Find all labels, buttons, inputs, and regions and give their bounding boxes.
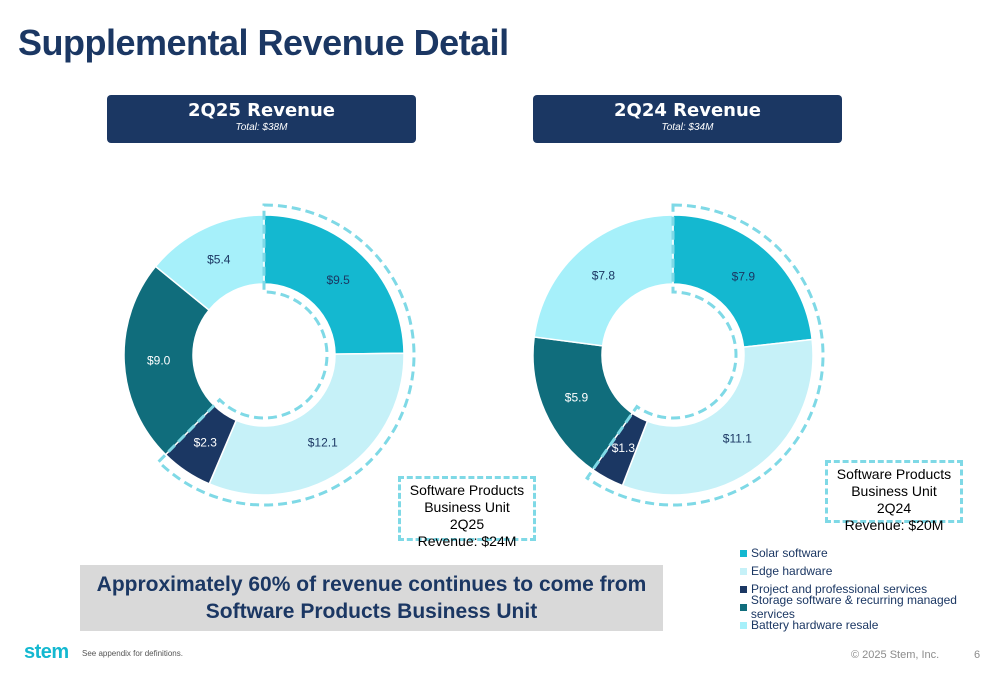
donut-slice-2q24	[533, 214, 674, 347]
callout-2q24-line3: Revenue: $20M	[844, 517, 944, 533]
callout-2q25: Software Products Business Unit 2Q25 Rev…	[398, 476, 536, 549]
footnote: See appendix for definitions.	[82, 649, 183, 658]
donut-label-2q24: $7.8	[592, 269, 616, 283]
donut-label-2q25: $9.0	[147, 354, 171, 368]
chart-subtitle-2q25: Total: $38M	[235, 122, 288, 133]
legend-swatch	[740, 585, 747, 593]
donut-slice-2q25	[208, 352, 405, 496]
banner-line1: Approximately 60% of revenue continues t…	[96, 573, 647, 596]
callout-2q24-line1: Software Products	[836, 466, 952, 482]
legend-label: Solar software	[751, 546, 828, 560]
donut-slice-2q25	[123, 265, 216, 456]
donut-label-2q24: $1.3	[612, 441, 636, 455]
stem-logo: stem	[24, 641, 69, 663]
copyright: © 2025 Stem, Inc.	[851, 649, 940, 661]
legend-item: Edge hardware	[740, 562, 1000, 580]
legend-label: Storage software & recurring managed ser…	[750, 593, 957, 621]
legend-item: Storage software & recurring managed ser…	[740, 593, 1000, 621]
callout-2q25-line1: Software Products	[409, 482, 525, 498]
chart-header-2q25: 2Q25 Revenue Total: $38M	[107, 95, 416, 143]
summary-banner: Approximately 60% of revenue continues t…	[80, 565, 663, 631]
legend-swatch	[740, 549, 747, 557]
chart-title-2q25: 2Q25 Revenue	[188, 100, 335, 121]
donut-slice-2q24	[621, 338, 814, 496]
donut-label-2q25: $2.3	[194, 436, 218, 450]
banner-line2: Software Products Business Unit	[205, 600, 538, 623]
chart-header-2q24: 2Q24 Revenue Total: $34M	[533, 95, 842, 143]
legend-label: Edge hardware	[751, 564, 833, 578]
chart-title-2q24: 2Q24 Revenue	[614, 100, 761, 121]
donut-slice-2q24	[672, 214, 813, 348]
donut-slice-2q25	[263, 214, 405, 355]
chart-subtitle-2q24: Total: $34M	[661, 122, 714, 133]
donut-label-2q24: $5.9	[565, 391, 589, 405]
chart-legend: Solar software Edge hardware Project and p…	[740, 544, 1000, 634]
donut-label-2q24: $11.1	[723, 432, 752, 446]
legend-swatch	[740, 567, 747, 575]
donut-label-2q25: $5.4	[207, 253, 231, 267]
legend-item: Battery hardware resale	[740, 616, 1000, 634]
donut-label-2q25: $12.1	[308, 436, 338, 450]
legend-item: Project and professional services	[740, 580, 1000, 598]
legend-label: Project and professional services	[751, 582, 928, 596]
callout-2q24-line2: Business Unit 2Q24	[851, 483, 937, 516]
callout-2q25-line3: Revenue: $24M	[417, 533, 517, 549]
software-unit-outline-2q24	[584, 203, 825, 507]
legend-item: Solar software	[740, 544, 1000, 562]
page-number: 6	[974, 649, 981, 661]
donut-label-2q24: $7.9	[732, 269, 756, 283]
legend-swatch	[740, 603, 747, 611]
software-unit-outline-2q25	[156, 203, 416, 507]
page-title: Supplemental Revenue Detail	[18, 22, 509, 63]
callout-2q24: Software Products Business Unit 2Q24 Rev…	[825, 460, 963, 533]
legend-swatch	[740, 621, 747, 629]
donut-label-2q25: $9.5	[326, 273, 350, 287]
callout-2q25-line2: Business Unit 2Q25	[424, 499, 510, 532]
legend-label: Battery hardware resale	[751, 618, 879, 632]
